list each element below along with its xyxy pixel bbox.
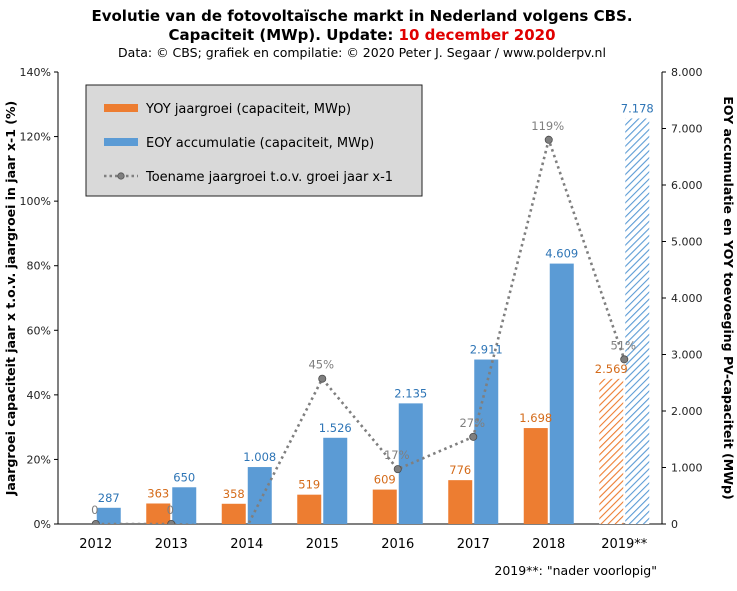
eoy-bar-label: 7.178 [621,101,654,115]
data-labels: 287 363 650 358 1.008 519 1.526 609 2.135 776 2.91… [91,101,654,517]
y-left-tick-label: 80% [27,260,51,273]
eoy-bar [625,118,650,525]
y-left-tick-label: 40% [27,389,51,402]
eoy-bar-label: 1.008 [243,450,276,464]
eoy-bar [398,403,423,524]
y-left-tick-label: 140% [20,66,51,79]
eoy-bar-label: 4.609 [545,247,578,261]
yoy-bar-label: 358 [223,487,245,501]
yoy-bar [523,428,548,524]
chart-title-line1: Evolutie van de fotovoltaïsche markt in … [91,7,632,25]
growth-point [469,432,478,441]
eoy-bar [96,507,121,524]
eoy-bar [549,263,574,524]
growth-point [393,465,402,474]
x-tick-label: 2018 [532,537,565,552]
legend-label-eoy: EOY accumulatie (capaciteit, MWp) [146,136,374,151]
y-right-axis-title: EOY accumulatie en YOY toevoeging PV-cap… [721,96,736,499]
growth-point-label: 45% [308,358,334,372]
chart-subtitle: Data: © CBS; grafiek en compilatie: © 20… [118,45,606,60]
growth-point-label: 119% [531,119,564,133]
yoy-bar [221,503,246,524]
yoy-bar-label: 2.569 [595,362,628,376]
legend-label-yoy: YOY jaargroei (capaciteit, MWp) [145,102,351,117]
growth-point [544,135,553,144]
eoy-bar-label: 650 [173,470,195,484]
y-left-axis-title: Jaargroei capaciteit jaar x t.o.v. jaarg… [3,101,18,496]
y-left-tick-label: 20% [27,453,51,466]
bars [96,118,650,525]
legend-box [85,84,423,197]
yoy-bar [146,503,171,524]
y-left-tick-label: 120% [20,131,51,144]
y-right-tick-label: 0 [671,518,678,531]
y-right-tick-label: 4.000 [671,292,703,305]
legend-swatch-eoy [104,138,138,146]
eoy-bar-label: 1.526 [319,421,352,435]
y-right-tick-label: 3.000 [671,349,703,362]
axes: 0% 20% 40% 60% 80% 100% 120% 140% 0 1.000 2.000 3.0… [20,66,703,552]
legend-swatch-yoy [104,104,138,112]
yoy-bar-label: 776 [449,463,471,477]
eoy-bar [323,437,348,524]
eoy-bar-label: 2.911 [470,343,503,357]
y-left-tick-label: 100% [20,195,51,208]
y-right-tick-label: 2.000 [671,405,703,418]
yoy-bar [372,489,397,524]
legend: YOY jaargroei (capaciteit, MWp) EOY accu… [85,84,423,197]
x-tick-label: 2013 [155,537,188,552]
eoy-bar-label: 2.135 [394,386,427,400]
growth-point [91,520,100,524]
chart-title-line2: Capaciteit (MWp). Update: 10 december 20… [168,26,555,44]
eoy-bar [247,467,272,524]
x-tick-label: 2017 [457,537,490,552]
y-left-tick-label: 60% [27,324,51,337]
growth-point-label: 17% [384,448,410,462]
title-line2-prefix: Capaciteit (MWp). Update: [168,26,398,44]
growth-point-label: 0 [167,503,174,517]
growth-point [620,355,629,364]
yoy-bar [448,480,473,524]
growth-line [91,135,629,524]
growth-point-label: 51% [610,338,636,352]
x-tick-label: 2012 [79,537,112,552]
growth-point [167,520,176,524]
y-left-tick-label: 0% [34,518,51,531]
x-tick-label: 2015 [306,537,339,552]
yoy-bar [297,494,322,524]
x-tick-label: 2016 [381,537,414,552]
footnote: 2019**: "nader voorlopig" [494,563,657,578]
y-right-tick-label: 6.000 [671,179,703,192]
yoy-bar [599,378,624,524]
legend-marker-line [117,172,125,180]
growth-point-label: 0 [91,503,98,517]
eoy-bar [474,359,499,524]
growth-point-label: 27% [459,416,485,430]
yoy-bar-label: 363 [147,486,169,500]
y-right-tick-label: 7.000 [671,123,703,136]
title-update-date: 10 december 2020 [399,26,556,44]
yoy-bar-label: 1.698 [519,411,552,425]
y-right-tick-label: 1.000 [671,462,703,475]
y-right-tick-label: 5.000 [671,236,703,249]
legend-label-line: Toename jaargroei t.o.v. groei jaar x-1 [145,170,393,185]
x-tick-label: 2019** [601,537,648,552]
yoy-bar-label: 519 [298,478,320,492]
eoy-bar [172,487,197,524]
y-right-tick-label: 8.000 [671,66,703,79]
growth-point [318,374,327,383]
eoy-bar-label: 287 [98,491,120,505]
x-tick-label: 2014 [230,537,263,552]
yoy-bar-label: 609 [374,473,396,487]
